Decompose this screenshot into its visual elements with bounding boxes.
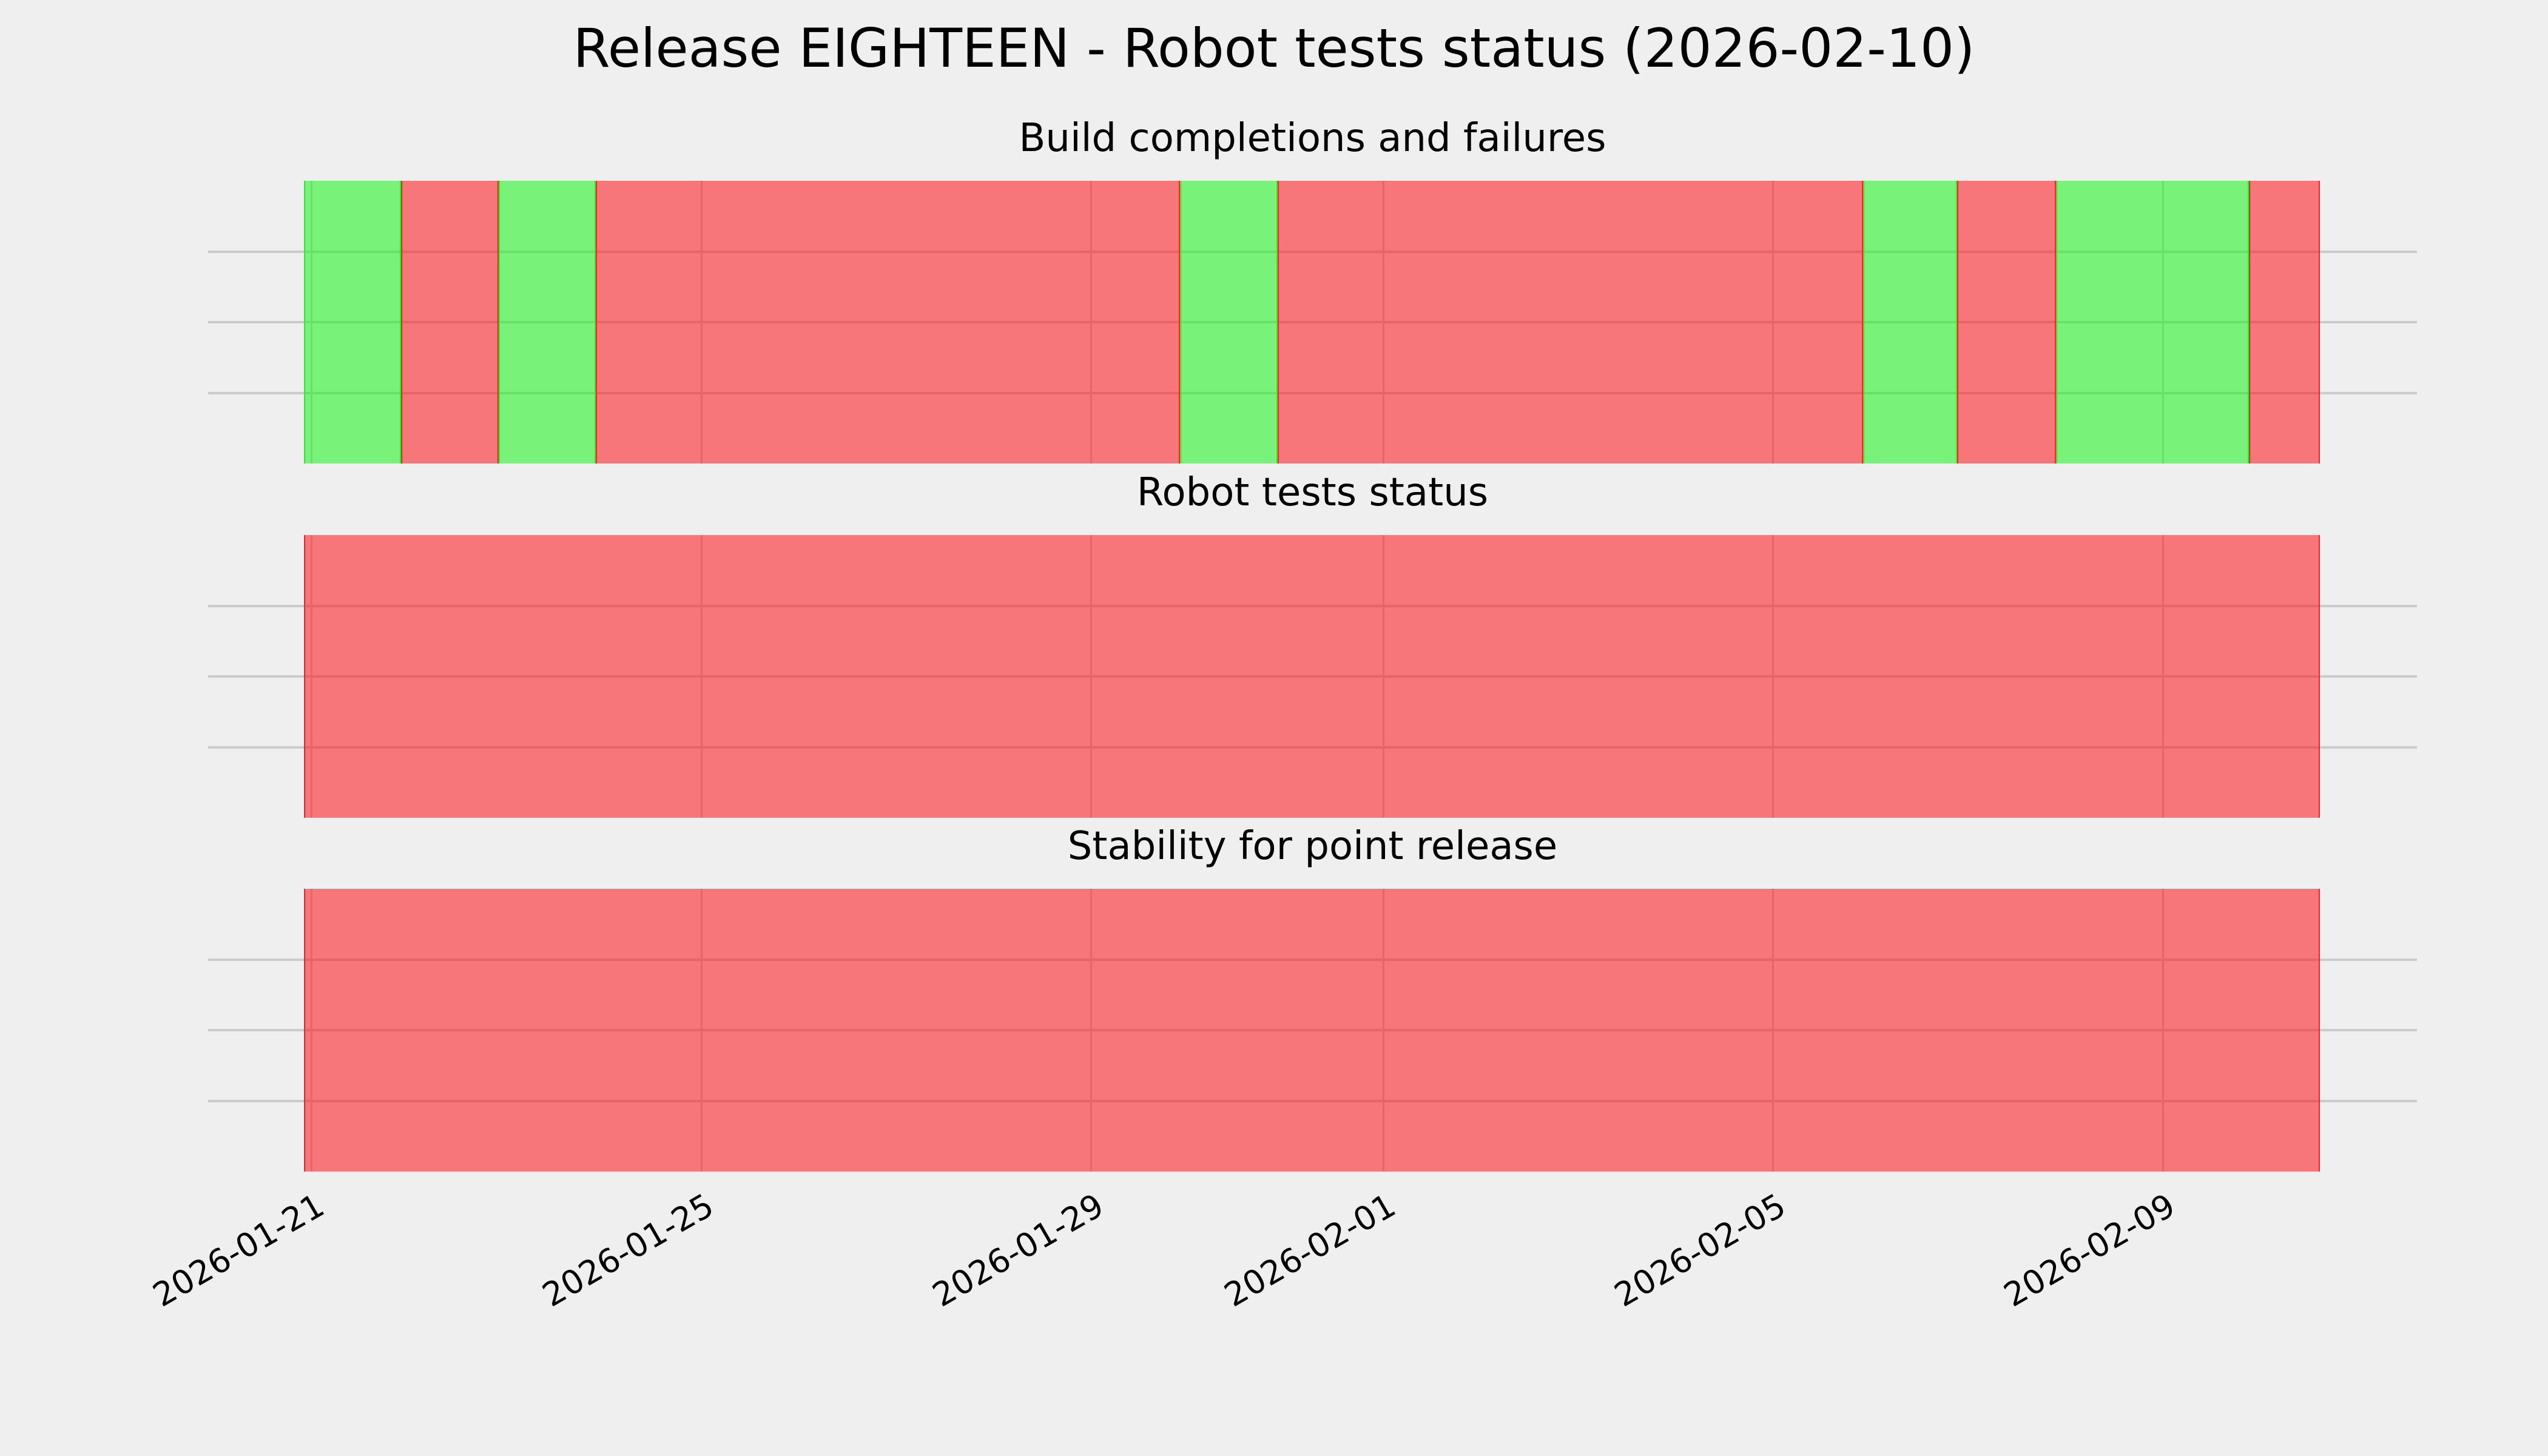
x-tick-label: 2026-01-25 — [536, 1186, 720, 1315]
status-segment-pass — [2056, 181, 2249, 463]
subplot-title-robot-tests: Robot tests status — [1136, 470, 1489, 515]
chart-stability — [208, 889, 2417, 1171]
x-tick-label: 2026-02-05 — [1608, 1186, 1792, 1315]
subplot-title-stability: Stability for point release — [1067, 824, 1558, 869]
x-tick-label: 2026-02-09 — [1997, 1186, 2182, 1315]
status-segment-fail — [304, 889, 2320, 1171]
status-segment-fail — [1956, 181, 2057, 463]
status-segment-pass — [498, 181, 596, 463]
status-segment-pass — [304, 181, 402, 463]
status-segment-pass — [1863, 181, 1957, 463]
status-bars-layer — [304, 889, 2320, 1171]
status-segment-fail — [596, 181, 1181, 463]
x-tick-label: 2026-01-21 — [146, 1186, 331, 1315]
figure-title: Release EIGHTEEN - Robot tests status (2… — [573, 17, 1975, 79]
subplot-title-build-completions: Build completions and failures — [1019, 116, 1606, 161]
status-segment-fail — [1277, 181, 1864, 463]
status-bars-layer — [304, 181, 2320, 463]
status-segment-fail — [304, 535, 2320, 818]
chart-robot-tests — [208, 535, 2417, 818]
chart-build-completions — [208, 181, 2417, 463]
status-segment-fail — [401, 181, 499, 463]
status-bars-layer — [304, 535, 2320, 818]
x-tick-label: 2026-02-01 — [1218, 1186, 1403, 1315]
status-segment-pass — [1180, 181, 1278, 463]
status-segment-fail — [2248, 181, 2320, 463]
x-tick-label: 2026-01-29 — [926, 1186, 1110, 1315]
